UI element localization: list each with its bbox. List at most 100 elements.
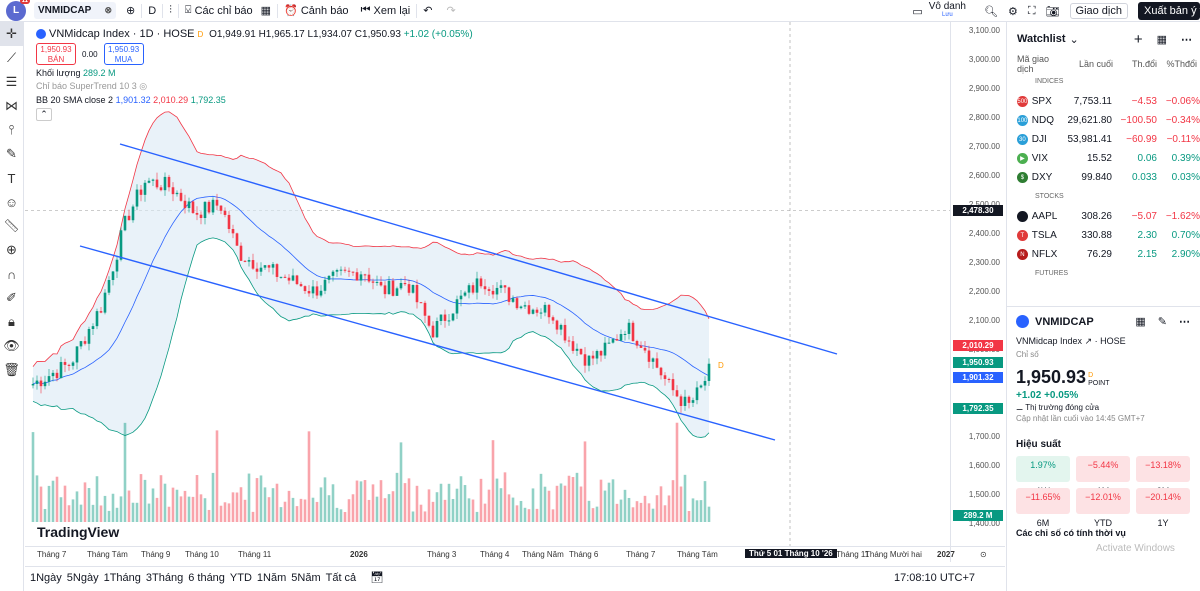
bb-legend[interactable]: BB 20 SMA close 2 1,901.32 2,010.29 1,79…	[36, 95, 473, 105]
supertrend-legend[interactable]: Chỉ báo SuperTrend 10 3 ◎	[36, 81, 473, 92]
watchlist-row[interactable]: T TSLA 330.88 2.30 0.70%	[1007, 226, 1200, 245]
volume-bar	[583, 441, 587, 522]
dividend-marker[interactable]: D	[718, 361, 724, 370]
col-last[interactable]: Lần cuối	[1078, 59, 1113, 69]
tradingview-watermark[interactable]: TradingView	[37, 524, 119, 540]
ohlc-open: O1,949.91	[209, 28, 256, 40]
watchlist-row[interactable]: AAPL 308.26 −5.07 −1.62%	[1007, 207, 1200, 226]
layout-name[interactable]: Vô danh Lưu	[929, 2, 966, 20]
more-icon[interactable]: ⋯	[1179, 316, 1190, 328]
watchlist-section-header[interactable]: FUTURES	[1035, 270, 1069, 277]
perf-cell[interactable]: −11.65% 6M	[1016, 488, 1070, 528]
legend-title[interactable]: VNMidcap Index · 1D · HOSE	[49, 28, 195, 40]
hidden-eye-icon[interactable]: ◎	[139, 81, 148, 91]
eye-icon[interactable]: 👁︎	[3, 338, 20, 353]
trash-icon[interactable]: 🗑︎	[3, 362, 20, 377]
add-icon[interactable]: +	[1133, 30, 1143, 48]
sell-button[interactable]: 1,950.93 BÁN	[36, 43, 76, 65]
price-axis[interactable]: 3,100.00 3,000.00 2,900.00 2,800.00 2,700.00…	[950, 22, 1006, 562]
ruler-icon[interactable]: 📏︎	[3, 218, 20, 233]
range-button[interactable]: YTD	[229, 571, 252, 584]
range-button[interactable]: 6 tháng	[188, 571, 225, 584]
indicators-button[interactable]: ⍌ Các chỉ báo	[185, 4, 253, 17]
range-button[interactable]: 1Tháng	[103, 571, 141, 584]
brush-icon[interactable]: ✎	[6, 146, 17, 161]
lock-drawing-icon[interactable]: ✐	[6, 290, 17, 305]
range-button[interactable]: 1Ngày	[30, 571, 62, 584]
camera-icon[interactable]: 📷︎	[1045, 5, 1060, 18]
range-button[interactable]: 5Ngày	[66, 571, 99, 584]
channel-upper-line[interactable]	[119, 143, 838, 355]
perf-cell[interactable]: 1.97%1W	[1016, 456, 1070, 496]
layout-icon[interactable]: ▭	[912, 5, 923, 18]
crosshair-icon[interactable]: ✛	[0, 22, 23, 46]
perf-cell[interactable]: −5.44%1M	[1076, 456, 1130, 496]
text-icon[interactable]: T	[7, 170, 16, 186]
table-view-icon[interactable]: ▦	[1156, 33, 1167, 46]
more-icon[interactable]: ⋯	[1181, 33, 1192, 46]
calendar-icon[interactable]: 📅︎	[370, 572, 385, 584]
replay-button[interactable]: ⏮ Xem lại	[361, 4, 411, 17]
watchlist-row[interactable]: 30 DJI 53,981.41 −60.99 −0.11%	[1007, 130, 1200, 149]
time-axis[interactable]: Tháng 7 Tháng Tám Tháng 9 Tháng 10 Tháng 11 2…	[25, 546, 1005, 562]
fullscreen-icon[interactable]: ⛶	[1027, 4, 1036, 17]
col-chg[interactable]: Th.đổi	[1131, 59, 1157, 69]
redo-icon[interactable]: ↷	[446, 5, 456, 17]
magnet-icon[interactable]: ∩	[6, 266, 17, 282]
range-button[interactable]: Tất cả	[325, 571, 357, 584]
range-button[interactable]: 3Tháng	[145, 571, 184, 584]
detail-symbol[interactable]: VNMIDCAP	[1035, 315, 1094, 328]
volume-indicator-legend[interactable]: Khối lượng 289.2 M	[36, 68, 473, 78]
candle-body	[591, 355, 595, 359]
bar-style-icon[interactable]: ⫶	[169, 4, 172, 16]
watchlist-section-header[interactable]: STOCKS	[1035, 193, 1064, 200]
trendline-icon[interactable]: ⟋	[6, 50, 17, 65]
seasonal-title[interactable]: Các chỉ số có tính thời vụ	[1016, 528, 1126, 538]
user-avatar[interactable]: L 11	[6, 0, 30, 21]
goto-date-icon[interactable]: ⊙	[980, 550, 987, 559]
settings-icon[interactable]: ⚙	[1007, 5, 1018, 18]
volume-bar	[619, 499, 623, 522]
chevron-down-icon[interactable]: ⌄	[1069, 33, 1079, 46]
zoom-icon[interactable]: ⊕	[6, 242, 17, 257]
watchlist-row[interactable]: 100 NDQ 29,621.80 −100.50 −0.34%	[1007, 111, 1200, 130]
symbol-search[interactable]: VNMIDCAP ⊗	[34, 2, 116, 19]
watchlist-row[interactable]: 500 SPX 7,753.11 −4.53 −0.06%	[1007, 92, 1200, 111]
watchlist-row[interactable]: $ DXY 99.840 0.033 0.03%	[1007, 168, 1200, 187]
symbol-menu-icon[interactable]: ⊗	[104, 5, 112, 15]
price-chart[interactable]: D TradingView	[25, 22, 980, 562]
edit-icon[interactable]: ✎	[1157, 316, 1167, 328]
detail-name[interactable]: VNMidcap Index	[1016, 336, 1083, 346]
alerts-button[interactable]: ⏰ Cảnh báo	[284, 4, 348, 18]
clock-display[interactable]: 17:08:10 UTC+7	[893, 571, 975, 584]
undo-icon[interactable]: ↶	[423, 5, 433, 17]
pattern-icon[interactable]: ⋈	[5, 98, 18, 113]
collapse-legend-icon[interactable]: ⌃	[36, 108, 52, 121]
watchlist-row[interactable]: N NFLX 76.29 2.15 2.90%	[1007, 245, 1200, 264]
range-button[interactable]: 1Năm	[256, 571, 287, 584]
perf-title[interactable]: Hiệu suất	[1016, 439, 1062, 450]
external-link-icon[interactable]: ↗	[1084, 336, 1093, 346]
watchlist-section-header[interactable]: INDICES	[1035, 78, 1064, 85]
add-symbol-button[interactable]: ⊕	[126, 5, 136, 17]
trade-button[interactable]: Giao dịch	[1069, 3, 1128, 19]
lock-icon[interactable]: 🔒︎	[8, 314, 15, 329]
watchlist-title[interactable]: Watchlist	[1017, 33, 1066, 45]
emoji-icon[interactable]: ☺	[4, 194, 19, 210]
range-button[interactable]: 5Năm	[291, 571, 321, 584]
perf-cell[interactable]: −12.01% YTD	[1076, 488, 1130, 528]
interval-button[interactable]: D	[148, 4, 157, 17]
publish-button[interactable]: Xuất bản ý tưởng	[1138, 2, 1200, 20]
channel-lower-line[interactable]	[79, 245, 776, 441]
forecast-icon[interactable]: ⫯	[8, 122, 15, 137]
col-symbol[interactable]: Mã giao dịch	[1017, 54, 1050, 74]
perf-cell[interactable]: −20.14% 1Y	[1136, 488, 1190, 528]
watchlist-row[interactable]: ▶ VIX 15.52 0.06 0.39%	[1007, 149, 1200, 168]
search-icon[interactable]: 🔍︎	[984, 5, 998, 18]
templates-icon[interactable]: ▦	[260, 5, 272, 17]
fib-icon[interactable]: ☰	[5, 74, 18, 89]
buy-button[interactable]: 1,950.93 MUA	[103, 43, 144, 65]
perf-cell[interactable]: −13.18%3M	[1136, 456, 1190, 496]
col-pct[interactable]: %Thđổi	[1166, 59, 1197, 69]
grid-icon[interactable]: ▦	[1135, 316, 1146, 328]
